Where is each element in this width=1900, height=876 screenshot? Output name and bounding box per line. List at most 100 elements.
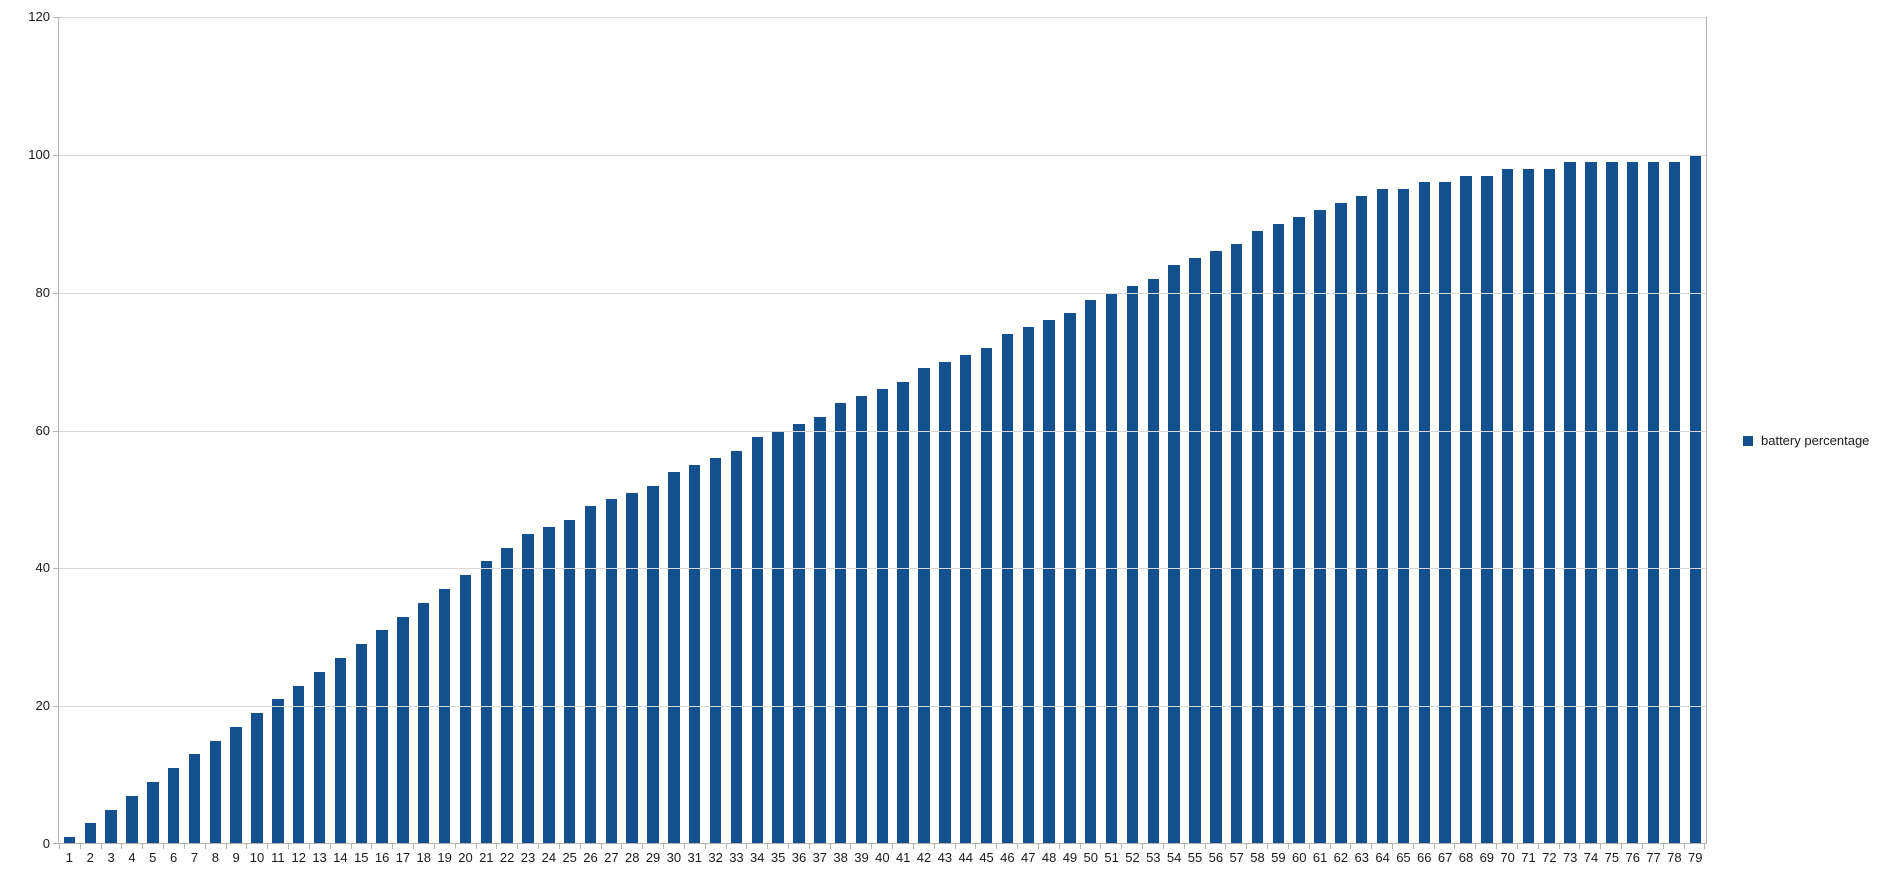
x-axis-tick-63 [1351, 844, 1373, 849]
bar-cell-77 [1643, 17, 1664, 844]
bar-18 [418, 602, 430, 844]
bar-1 [63, 837, 76, 844]
bar-75 [1606, 161, 1618, 844]
bar-cell-14 [330, 17, 351, 844]
bar-71 [1522, 168, 1535, 844]
bar-38 [834, 402, 847, 844]
bar-70 [1501, 168, 1514, 844]
bar-cell-41 [893, 17, 914, 844]
bar-39 [855, 396, 868, 844]
x-axis-label-8: 8 [211, 850, 219, 865]
bar-cell-64 [1372, 17, 1393, 844]
x-axis-label-75: 75 [1604, 850, 1620, 865]
bar-cell-79 [1685, 17, 1706, 844]
x-axis-tick-50 [1081, 844, 1102, 849]
y-axis-label-120: 120 [28, 9, 50, 24]
bar-6 [167, 768, 180, 844]
x-axis-tick-40 [872, 844, 894, 849]
x-axis-label-70: 70 [1500, 850, 1515, 865]
bar-52 [1126, 285, 1139, 844]
x-axis-label-50: 50 [1083, 850, 1098, 865]
x-axis-tick-79 [1685, 844, 1706, 849]
x-axis-label-9: 9 [232, 850, 240, 865]
bar-61 [1314, 209, 1326, 844]
x-axis-label-61: 61 [1312, 850, 1328, 865]
gridline-60 [59, 430, 1706, 432]
x-axis-tick-4 [122, 844, 144, 849]
x-axis-label-62: 62 [1333, 850, 1349, 865]
bar-cell-20 [455, 17, 476, 844]
bar-cell-18 [413, 17, 434, 844]
bar-cell-15 [351, 17, 372, 844]
x-axis-tick-59 [1268, 844, 1289, 849]
bar-cell-68 [1456, 17, 1477, 844]
x-axis-tick-16 [372, 844, 394, 849]
bar-29 [647, 485, 659, 844]
x-axis-tick-19 [435, 844, 456, 849]
x-axis-label-79: 79 [1688, 850, 1703, 865]
x-axis-label-1: 1 [65, 850, 74, 865]
x-axis-label-25: 25 [562, 850, 577, 865]
bar-cell-53 [1143, 17, 1164, 844]
bar-cell-9 [226, 17, 247, 844]
bar-cell-73 [1560, 17, 1581, 844]
bar-cell-55 [1185, 17, 1206, 844]
x-axis-label-52: 52 [1125, 850, 1140, 865]
bar-cell-22 [497, 17, 518, 844]
bar-cell-75 [1601, 17, 1622, 844]
x-axis-label-73: 73 [1562, 850, 1578, 865]
x-axis-label-57: 57 [1229, 850, 1244, 865]
bar-cell-31 [684, 17, 705, 844]
x-axis-label-7: 7 [190, 850, 199, 865]
x-axis-label-63: 63 [1354, 850, 1369, 865]
gridline-80 [59, 292, 1706, 294]
bar-cell-28 [622, 17, 643, 844]
bar-cell-17 [393, 17, 414, 844]
x-axis-tick-13 [310, 844, 331, 849]
bar-8 [209, 740, 222, 844]
x-axis-tick-48 [1039, 844, 1060, 849]
x-axis-tick-18 [414, 844, 435, 849]
x-axis-tick-45 [976, 844, 998, 849]
x-axis-label-38: 38 [833, 850, 848, 865]
x-axis-label-65: 65 [1396, 850, 1411, 865]
x-axis-tick-75 [1601, 844, 1623, 849]
bar-74 [1585, 161, 1597, 844]
x-axis-tick-47 [1018, 844, 1039, 849]
bar-cell-59 [1268, 17, 1289, 844]
x-axis-label-55: 55 [1187, 850, 1203, 865]
bar-33 [730, 451, 743, 844]
x-axis-tick-24 [539, 844, 560, 849]
bar-78 [1668, 161, 1681, 844]
x-axis-tick-46 [997, 844, 1019, 849]
bar-14 [334, 657, 347, 844]
bar-cell-63 [1351, 17, 1372, 844]
x-axis-label-35: 35 [770, 850, 786, 865]
x-axis-tick-21 [477, 844, 498, 849]
x-axis-tick-31 [685, 844, 706, 849]
bar-cell-58 [1247, 17, 1268, 844]
x-axis-label-74: 74 [1583, 850, 1599, 865]
x-axis-tick-69 [1476, 844, 1498, 849]
x-axis-label-29: 29 [645, 850, 661, 865]
x-axis-label-23: 23 [520, 850, 536, 865]
y-axis-label-60: 60 [35, 422, 50, 438]
bar-cell-10 [247, 17, 268, 844]
x-axis-label-40: 40 [875, 850, 890, 865]
bar-cell-78 [1664, 17, 1685, 844]
x-axis-tick-35 [768, 844, 789, 849]
bar-54 [1168, 265, 1180, 844]
bar-cell-4 [122, 17, 143, 844]
bar-4 [126, 795, 138, 844]
x-axis-label-17: 17 [395, 850, 411, 865]
x-axis-labels: 1 2 3 4 5 6 7 8 9 10 11 12 13 14 15 16 17 18 19 20 21 22 23 24 2… [59, 851, 1706, 865]
x-axis-label-72: 72 [1542, 850, 1557, 865]
x-axis-ticks [59, 844, 1706, 849]
bar-cell-62 [1330, 17, 1351, 844]
bar-77 [1647, 161, 1660, 844]
y-axis-tick-100 [53, 154, 58, 156]
bar-cell-38 [830, 17, 851, 844]
y-axis-label-20: 20 [35, 698, 50, 714]
bar-27 [605, 499, 618, 844]
bar-28 [626, 492, 638, 844]
